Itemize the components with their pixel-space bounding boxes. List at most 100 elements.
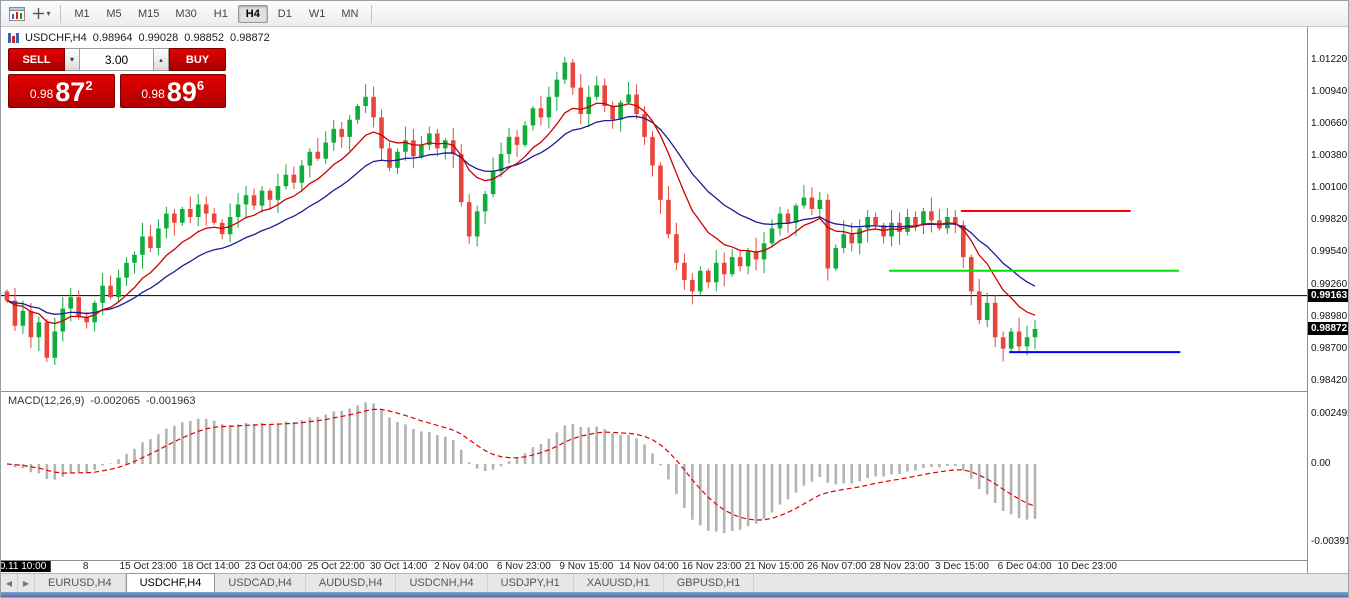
sell-price-tile[interactable]: 0.98 87 2 [8,74,115,108]
macd-signal-line [6,408,1036,521]
timeframe-button-m15[interactable]: M15 [138,7,160,20]
volume-stepper[interactable]: ▴ [154,48,169,71]
chart-tab-eurusd-h4[interactable]: EURUSD,H4 [35,574,126,592]
sell-price-sup: 2 [85,78,93,93]
time-label: 3 Dec 15:00 [935,561,989,572]
time-label: 8 [82,561,89,572]
macd-histogram [13,402,1037,534]
timeframe-buttons: M1 M5 M15 M30 H1 H4 D1 W1 MN [66,4,366,23]
chart-tab-audusd-h4[interactable]: AUDUSD,H4 [306,574,397,592]
time-label: 21 Nov 15:00 [744,561,804,572]
price-tick-label: 0.98420 [1311,374,1348,386]
time-label: 23 Oct 04:00 [244,561,303,572]
high-value: 0.99028 [138,32,179,44]
chart-tab-usdjpy-h1[interactable]: USDJPY,H1 [488,574,574,592]
trade-price-row: 0.98 87 2 0.98 89 6 [8,74,226,108]
indicator-name: MACD(12,26,9) [8,395,85,407]
mini-chart-icon [8,33,19,43]
price-tick-label: 1.00380 [1311,150,1348,162]
chart-window-glyph [9,6,25,21]
low-value: 0.98852 [184,32,225,44]
timeframe-button-m30[interactable]: M30 [175,7,197,20]
buy-button[interactable]: BUY [169,48,226,71]
symbol-label: USDCHF,H4 [25,32,87,44]
chart-tab-usdcad-h4[interactable]: USDCAD,H4 [215,574,306,592]
timeframe-button-w1[interactable]: W1 [308,7,326,20]
sell-button[interactable]: SELL [8,48,65,71]
toolbar: ▾ M1 M5 M15 M30 H1 H4 D1 W1 MN [1,1,1348,27]
time-label: 26 Nov 07:00 [807,561,867,572]
ma-slow-line [6,115,1036,315]
price-tick-label: 0.99820 [1311,214,1348,226]
price-tick-label: 0.99540 [1311,246,1348,258]
time-label: 18 Oct 14:00 [182,561,240,572]
price-tick-label: 1.00660 [1311,118,1348,130]
chart-window-icon[interactable] [5,3,29,25]
indicator-main-value: -0.002065 [90,395,140,407]
price-tick-label: 1.00940 [1311,86,1348,98]
toolbar-separator [371,4,373,23]
price-tag: 0.98872 [1308,321,1348,335]
tab-scroll-left-button[interactable]: ◀ [1,574,18,592]
pane-separator[interactable] [1,391,1348,392]
time-label: 6 Nov 23:00 [496,561,551,572]
timeframe-button-h4[interactable]: H4 [237,4,268,23]
time-label: 15 Oct 23:00 [119,561,177,572]
time-axis: 0.11 10:00 8 15 Oct 23:00 18 Oct 14:00 23 Oc… [1,561,1307,573]
macd-tick-label: 0.002492 [1311,408,1349,420]
time-label: 10 Dec 23:00 [1057,561,1117,572]
time-label: 28 Nov 23:00 [869,561,930,572]
order-type-dropdown[interactable]: ▾ [65,48,80,71]
sell-price-big: 87 [55,77,86,108]
price-tick-label: 1.01220 [1311,54,1348,66]
price-tick-label: 0.98700 [1311,342,1348,354]
time-label: 2 Nov 04:00 [434,561,489,572]
time-label: 9 Nov 15:00 [559,561,614,572]
time-label: 16 Nov 23:00 [681,561,742,572]
bottom-strip [1,592,1348,597]
price-tick-label: 0.98980 [1311,310,1348,322]
crosshair-icon [33,8,45,19]
trade-controls-row: SELL ▾ ▴ BUY [8,48,226,71]
macd-tick-label: 0.00 [1311,458,1331,469]
chart-tab-xauusd-h1[interactable]: XAUUSD,H1 [574,574,664,592]
tab-scroll-right-button[interactable]: ▶ [18,574,35,592]
timeframe-button-mn[interactable]: MN [341,7,359,20]
price-tick-label: 1.00100 [1311,182,1348,194]
dropdown-caret-icon: ▾ [46,9,51,18]
time-label: 14 Nov 04:00 [619,561,679,572]
price-axis[interactable]: 1.01220 1.00940 1.00660 1.00380 1.00100 0.998… [1307,27,1349,573]
timeframe-button-m1[interactable]: M1 [74,7,90,20]
chart-tabs-bar: ◀ ▶ EURUSD,H4 USDCHF,H4 USDCAD,H4 AUDUSD,H4… [1,573,1348,592]
chart-tab-usdcnh-h4[interactable]: USDCNH,H4 [396,574,488,592]
indicator-signal-value: -0.001963 [145,395,196,407]
indicator-label: MACD(12,26,9) -0.002065 -0.001963 [8,395,196,407]
time-axis-separator [1,560,1348,561]
time-label: 6 Dec 04:00 [997,561,1052,572]
macd-tick-label: -0.003913 [1311,536,1348,548]
chart-tab-gbpusd-h1[interactable]: GBPUSD,H1 [664,574,755,592]
buy-price-sup: 6 [196,78,205,93]
price-tick-label: 0.99260 [1311,278,1348,290]
timeframe-button-h1[interactable]: H1 [213,7,228,20]
timeframe-button-m5[interactable]: M5 [106,7,122,20]
open-value: 0.98964 [92,32,133,44]
sell-price-prefix: 0.98 [29,87,54,101]
buy-price-tile[interactable]: 0.98 89 6 [119,74,226,108]
time-label: 30 Oct 14:00 [369,561,428,572]
timeframe-button-d1[interactable]: D1 [277,7,292,20]
price-chart[interactable] [1,27,1307,391]
ma-fast-line [6,102,1036,325]
crosshair-tool-button[interactable]: ▾ [30,3,54,25]
volume-input[interactable] [80,48,154,71]
macd-chart[interactable] [1,392,1307,560]
tabs: EURUSD,H4 USDCHF,H4 USDCAD,H4 AUDUSD,H4 USDC… [35,573,755,592]
symbol-ohlc-header: USDCHF,H4 0.98964 0.99028 0.98852 0.9887… [8,32,270,44]
close-value: 0.98872 [230,32,270,44]
chart-region: USDCHF,H4 0.98964 0.99028 0.98852 0.9887… [1,27,1349,573]
chart-tab-usdchf-h4[interactable]: USDCHF,H4 [125,573,216,592]
buy-price-big: 89 [166,77,197,108]
candles [4,56,1038,365]
